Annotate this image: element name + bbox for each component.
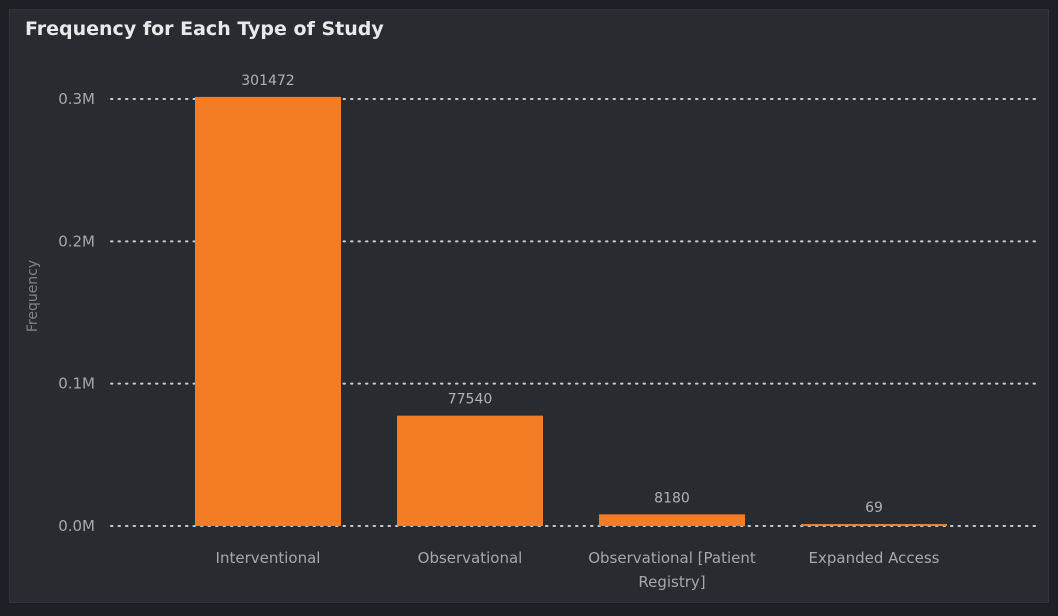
bar[interactable] <box>599 514 745 526</box>
x-category-label: Observational <box>418 549 523 567</box>
y-axis-title: Frequency <box>25 260 41 332</box>
bar[interactable] <box>801 524 947 526</box>
x-category-label: Interventional <box>216 549 321 567</box>
bar[interactable] <box>195 96 341 527</box>
y-tick-label: 0.0M <box>58 517 95 535</box>
x-category-label: Expanded Access <box>809 549 940 567</box>
bars <box>195 96 947 527</box>
x-axis-categories: Interventional Observational Observational… <box>216 549 940 591</box>
data-labels: 301472 77540 8180 69 <box>241 73 883 516</box>
bar-chart: 0.0M 0.1M 0.2M 0.3M Frequency 301472 77540 81… <box>25 73 1036 591</box>
y-tick-label: 0.2M <box>58 232 95 250</box>
x-category-label: Observational [Patient Registry] <box>588 549 756 591</box>
data-label: 8180 <box>654 490 690 506</box>
data-label: 69 <box>865 500 883 516</box>
chart-panel: Frequency for Each Type of Study 0.0M 0.1… <box>9 9 1049 603</box>
chart-title: Frequency for Each Type of Study <box>25 18 384 40</box>
data-label: 301472 <box>241 73 294 89</box>
bar[interactable] <box>397 415 543 526</box>
data-label: 77540 <box>448 392 493 408</box>
y-axis-ticks: 0.0M 0.1M 0.2M 0.3M <box>58 90 95 535</box>
y-tick-label: 0.1M <box>58 375 95 393</box>
y-tick-label: 0.3M <box>58 90 95 108</box>
